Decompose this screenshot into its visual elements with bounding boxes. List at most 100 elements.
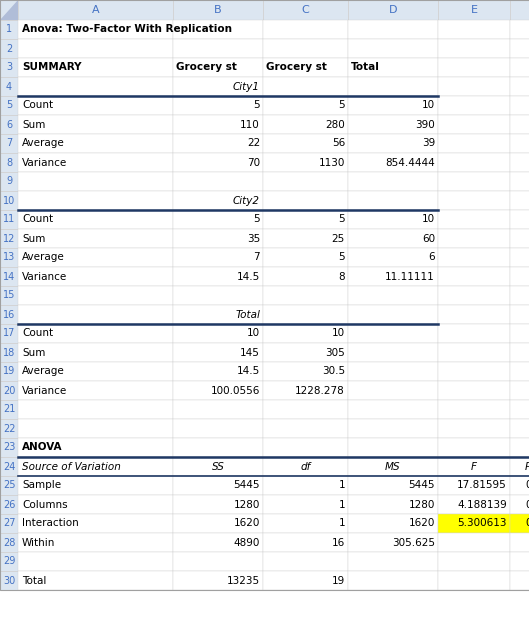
Text: City2: City2 — [233, 195, 260, 205]
Text: 100.0556: 100.0556 — [211, 386, 260, 396]
Bar — [438, 153, 510, 172]
Bar — [0, 210, 18, 229]
Bar — [0, 172, 18, 191]
Bar — [438, 210, 510, 229]
Text: 56: 56 — [332, 138, 345, 149]
Text: 1: 1 — [6, 25, 12, 35]
Text: 5: 5 — [6, 100, 12, 111]
Bar — [348, 248, 438, 267]
Text: 25: 25 — [3, 480, 15, 490]
Bar — [263, 191, 348, 210]
Bar — [438, 96, 510, 115]
Bar — [510, 362, 529, 381]
Bar — [18, 58, 173, 77]
Bar — [348, 305, 438, 324]
Text: 29: 29 — [3, 557, 15, 566]
Bar — [348, 267, 438, 286]
Text: 10: 10 — [3, 195, 15, 205]
Bar — [348, 438, 438, 457]
Bar — [0, 305, 18, 324]
Bar — [18, 476, 173, 495]
Bar — [173, 476, 263, 495]
Text: 4.188139: 4.188139 — [457, 499, 507, 509]
Text: MS: MS — [385, 461, 401, 471]
Text: 0.000649: 0.000649 — [526, 480, 529, 490]
Text: 10: 10 — [422, 100, 435, 111]
Bar — [263, 343, 348, 362]
Text: 14.5: 14.5 — [237, 367, 260, 377]
Bar — [18, 305, 173, 324]
Text: 22: 22 — [247, 138, 260, 149]
Bar — [0, 96, 18, 115]
Bar — [173, 305, 263, 324]
Bar — [18, 343, 173, 362]
Bar — [263, 457, 348, 476]
Bar — [18, 571, 173, 590]
Bar — [263, 229, 348, 248]
Bar — [18, 419, 173, 438]
Bar — [18, 514, 173, 533]
Text: Sum: Sum — [22, 348, 45, 358]
Bar — [173, 191, 263, 210]
Bar — [438, 571, 510, 590]
Bar — [510, 571, 529, 590]
Bar — [510, 400, 529, 419]
Bar — [510, 134, 529, 153]
Bar — [0, 419, 18, 438]
Bar — [0, 457, 18, 476]
Text: 110: 110 — [240, 119, 260, 130]
Text: df: df — [300, 461, 311, 471]
Text: Count: Count — [22, 100, 53, 111]
Bar — [348, 362, 438, 381]
Bar — [18, 153, 173, 172]
Bar — [173, 172, 263, 191]
Bar — [510, 286, 529, 305]
Polygon shape — [0, 0, 18, 20]
Bar — [263, 39, 348, 58]
Text: 0.057503: 0.057503 — [526, 499, 529, 509]
Text: 2: 2 — [6, 44, 12, 54]
Bar — [18, 400, 173, 419]
Text: Total: Total — [351, 63, 380, 73]
Bar — [510, 153, 529, 172]
Bar — [348, 58, 438, 77]
Bar — [0, 134, 18, 153]
Bar — [18, 552, 173, 571]
Bar — [18, 457, 173, 476]
Text: 1: 1 — [339, 499, 345, 509]
Text: 12: 12 — [3, 233, 15, 243]
Text: 1620: 1620 — [234, 518, 260, 528]
Bar — [348, 20, 438, 39]
Bar — [173, 286, 263, 305]
Bar — [263, 324, 348, 343]
Bar — [510, 58, 529, 77]
Bar — [348, 552, 438, 571]
Text: 305: 305 — [325, 348, 345, 358]
Bar — [438, 305, 510, 324]
Bar — [0, 362, 18, 381]
Bar — [0, 324, 18, 343]
Text: Average: Average — [22, 253, 65, 262]
Bar — [0, 514, 18, 533]
Text: 1228.278: 1228.278 — [295, 386, 345, 396]
Text: Total: Total — [235, 310, 260, 320]
Text: 1: 1 — [339, 480, 345, 490]
Bar — [0, 39, 18, 58]
Bar — [263, 438, 348, 457]
Bar — [0, 343, 18, 362]
Bar — [0, 381, 18, 400]
Text: Average: Average — [22, 367, 65, 377]
Text: B: B — [214, 5, 222, 15]
Bar — [18, 495, 173, 514]
Bar — [510, 248, 529, 267]
Bar — [263, 267, 348, 286]
Bar — [438, 495, 510, 514]
Bar — [173, 552, 263, 571]
Bar — [18, 229, 173, 248]
Bar — [510, 438, 529, 457]
Bar — [173, 438, 263, 457]
Text: 5: 5 — [253, 214, 260, 224]
Bar — [438, 438, 510, 457]
Bar — [263, 20, 348, 39]
Text: 5445: 5445 — [408, 480, 435, 490]
